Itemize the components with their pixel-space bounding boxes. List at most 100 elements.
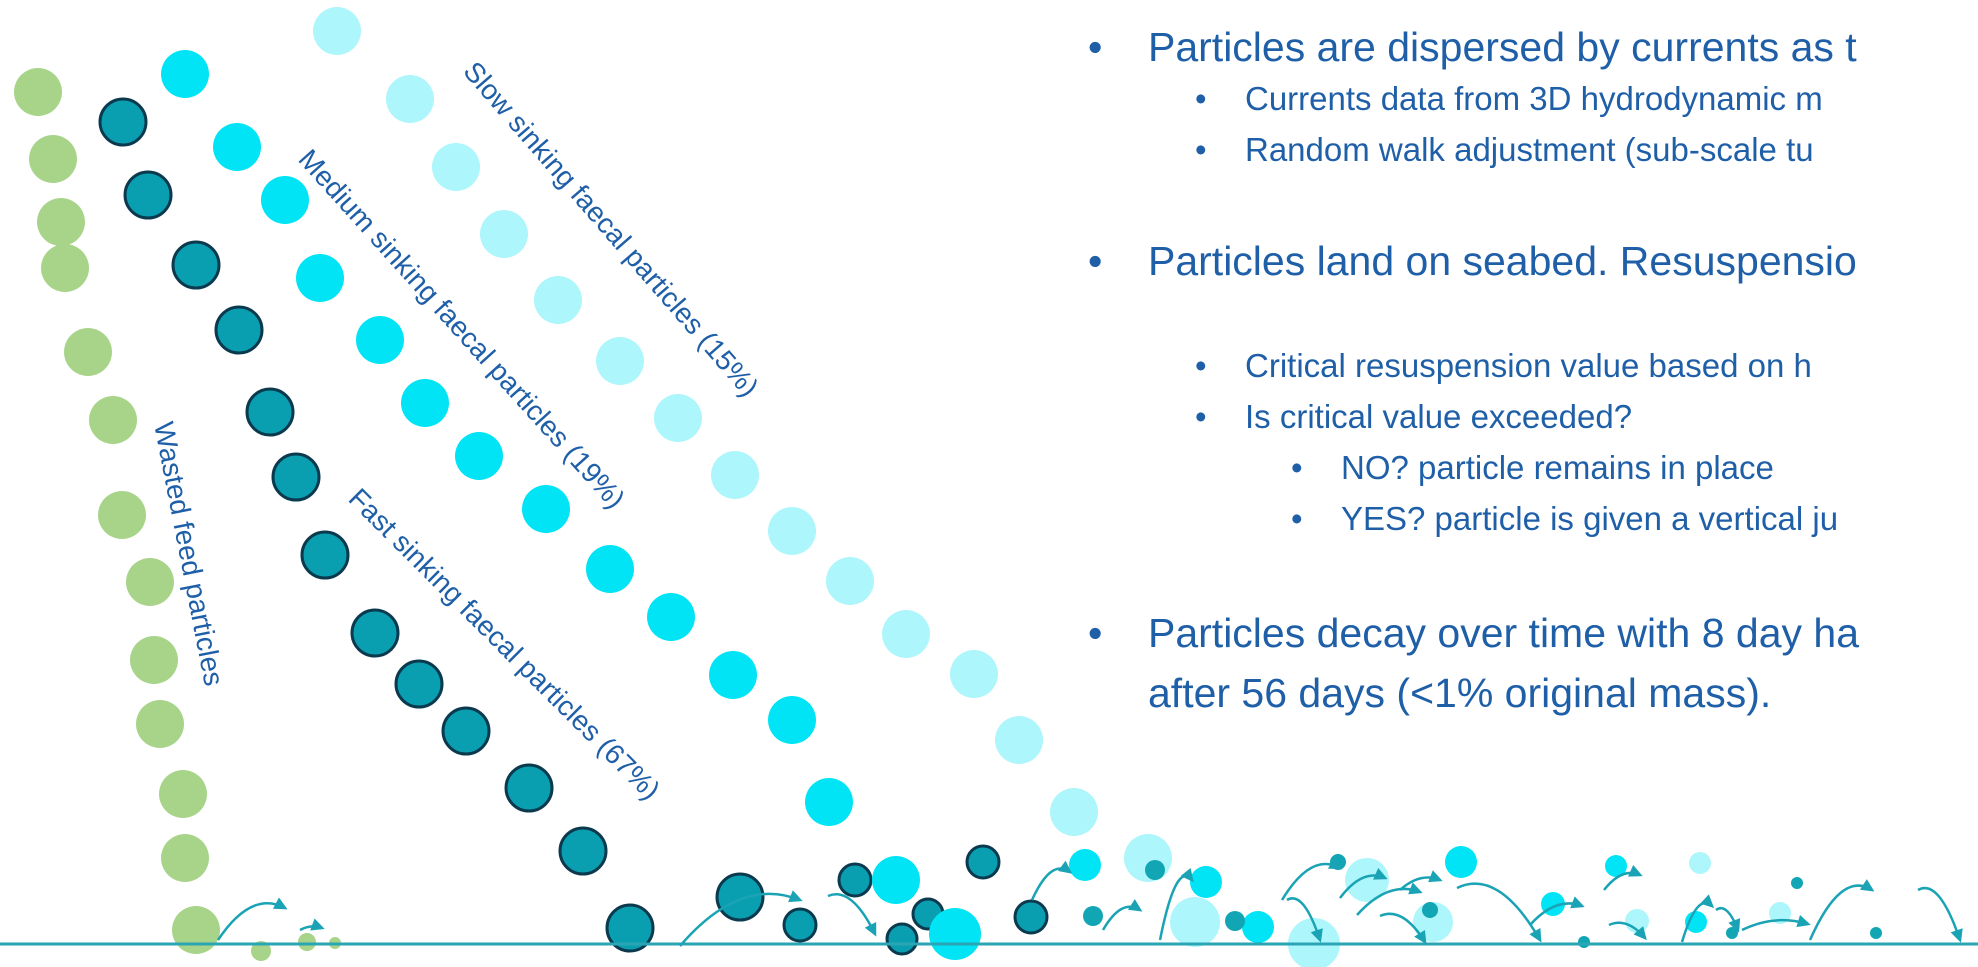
- seabed-particle: [1190, 866, 1222, 898]
- slow-sinking-particle: [534, 276, 582, 324]
- wasted-feed-particle: [159, 770, 207, 818]
- arrow-head: [1628, 865, 1643, 877]
- seabed-particle: [251, 941, 271, 961]
- fast-sinking-particle: [350, 608, 400, 658]
- seabed-particle: [1870, 927, 1882, 939]
- medium-sinking-particle: [709, 651, 757, 699]
- arrow-head: [1408, 882, 1423, 895]
- slow-sinking-particle: [711, 451, 759, 499]
- wasted-feed-particle: [161, 834, 209, 882]
- arrow-head: [310, 918, 325, 931]
- resuspension-arrow: [1456, 882, 1542, 941]
- arrow-head: [1529, 927, 1542, 943]
- seabed-particle: [1069, 849, 1101, 881]
- wasted-feed-particle: [172, 906, 220, 954]
- fast-sinking-particle: [123, 170, 173, 220]
- slow-sinking-particle: [995, 716, 1043, 764]
- slow-sinking-particle: [654, 394, 702, 442]
- fast-sinking-particle: [504, 763, 554, 813]
- arrow-head: [272, 897, 288, 910]
- arrow-head: [1327, 857, 1343, 870]
- medium-sinking-particle: [356, 316, 404, 364]
- particle-dots: [14, 7, 1882, 967]
- wasted-feed-particle: [41, 244, 89, 292]
- slow-sinking-particle: [882, 610, 930, 658]
- seabed-particle: [1689, 852, 1711, 874]
- medium-sinking-particle: [401, 379, 449, 427]
- medium-sinking-particle: [647, 593, 695, 641]
- fast-sinking-particle: [441, 706, 491, 756]
- seabed-particle: [1225, 911, 1245, 931]
- seabed-particle: [1605, 855, 1627, 877]
- slow-sinking-particle: [596, 337, 644, 385]
- fast-sinking-particle: [271, 452, 321, 502]
- arrow-head: [1428, 870, 1443, 883]
- resuspension-arrow: [1917, 886, 1962, 941]
- seabed-particle: [1013, 899, 1049, 935]
- resuspension-arrow: [679, 892, 801, 947]
- wasted-feed-particle: [64, 328, 112, 376]
- seabed-particle: [1422, 902, 1438, 918]
- wasted-feed-particle: [89, 396, 137, 444]
- medium-sinking-particle: [586, 545, 634, 593]
- slow-sinking-particle: [768, 507, 816, 555]
- fast-sinking-particle: [605, 903, 655, 953]
- resuspension-arrows: [216, 857, 1963, 947]
- arrow-head: [1310, 928, 1323, 943]
- arrow-head: [1057, 860, 1073, 874]
- arrow-head: [1180, 868, 1194, 883]
- wasted-feed-particle: [98, 491, 146, 539]
- arrow-head: [864, 922, 877, 937]
- arrow-head: [1414, 929, 1427, 945]
- arrow-head: [1859, 879, 1875, 892]
- medium-sinking-particle: [455, 432, 503, 480]
- slow-sinking-particle: [1050, 788, 1098, 836]
- seabed-particle: [965, 844, 1001, 880]
- medium-sinking-particle: [805, 778, 853, 826]
- seabed-particle: [1242, 911, 1274, 943]
- seabed-particle: [885, 922, 919, 956]
- arrow-head: [1570, 896, 1585, 909]
- arrow-head: [1373, 868, 1388, 880]
- wasted-feed-particle: [29, 135, 77, 183]
- fast-sinking-particle: [558, 826, 608, 876]
- arrow-head: [1728, 918, 1741, 933]
- fast-sinking-particle: [171, 240, 221, 290]
- arrow-head: [1127, 899, 1143, 912]
- arrow-head: [1633, 926, 1647, 941]
- arrow-head: [1796, 914, 1811, 928]
- seabed-particle: [837, 862, 873, 898]
- slow-sinking-particle: [432, 143, 480, 191]
- medium-sinking-particle: [261, 176, 309, 224]
- slow-sinking-particle: [950, 650, 998, 698]
- wasted-feed-particle: [14, 68, 62, 116]
- fast-sinking-particle: [394, 659, 444, 709]
- seabed-particle: [929, 908, 981, 960]
- arrow-head: [1950, 928, 1963, 943]
- wasted-feed-particle: [126, 558, 174, 606]
- slow-sinking-particle: [480, 210, 528, 258]
- wasted-feed-particle: [37, 198, 85, 246]
- seabed-particle: [1791, 877, 1803, 889]
- slow-sinking-particle: [313, 7, 361, 55]
- medium-sinking-particle: [161, 50, 209, 98]
- medium-sinking-particle: [213, 123, 261, 171]
- fast-sinking-particle: [214, 305, 264, 355]
- medium-sinking-particle: [768, 696, 816, 744]
- seabed-particle: [1726, 927, 1738, 939]
- seabed-particle: [872, 856, 920, 904]
- arrow-head: [1700, 894, 1715, 908]
- fast-sinking-particle: [715, 872, 765, 922]
- medium-sinking-particle: [522, 485, 570, 533]
- fast-sinking-particle: [98, 97, 148, 147]
- wasted-feed-particle: [130, 636, 178, 684]
- seabed-particle: [1769, 902, 1791, 924]
- seabed-particle: [782, 907, 818, 943]
- slow-sinking-particle: [386, 75, 434, 123]
- wasted-feed-particle: [136, 700, 184, 748]
- seabed-particle: [1083, 906, 1103, 926]
- seabed-particle: [1145, 860, 1165, 880]
- medium-sinking-particle: [296, 254, 344, 302]
